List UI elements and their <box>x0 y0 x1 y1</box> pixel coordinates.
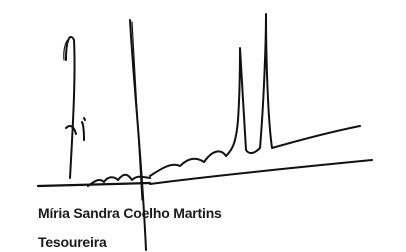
signature-block: Míria Sandra Coelho Martins Tesoureira <box>0 0 406 252</box>
signer-name: Míria Sandra Coelho Martins <box>38 205 222 221</box>
signer-role: Tesoureira <box>38 234 107 250</box>
